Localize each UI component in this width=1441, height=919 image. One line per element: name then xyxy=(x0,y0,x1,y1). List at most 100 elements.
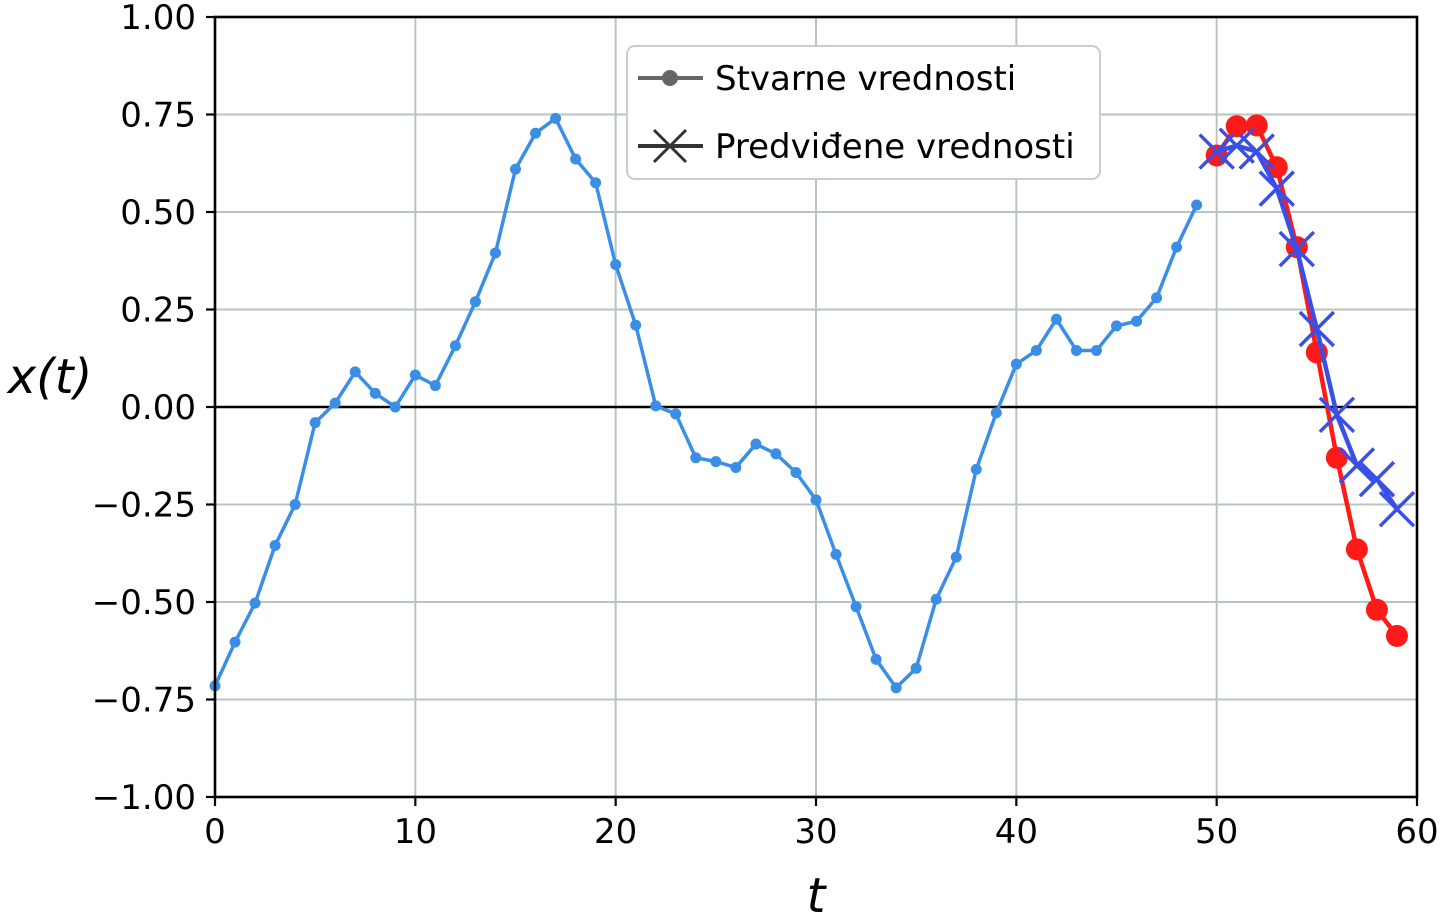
point-actual xyxy=(1365,598,1388,621)
point-history xyxy=(510,163,521,175)
point-actual xyxy=(1265,156,1288,179)
y-tick-label: −1.00 xyxy=(92,778,196,818)
point-forecast xyxy=(1218,127,1255,164)
legend-box xyxy=(626,45,1101,180)
x-tick-label: 60 xyxy=(1395,812,1438,852)
point-history xyxy=(990,407,1002,419)
legend-dot-marker xyxy=(662,70,678,86)
point-history xyxy=(870,653,882,665)
point-history xyxy=(950,551,962,563)
point-history xyxy=(690,452,702,464)
y-tick-label: 0.25 xyxy=(120,291,196,331)
legend-item-actual: Stvarne vrednosti xyxy=(638,59,1016,99)
point-history xyxy=(1191,199,1203,211)
x-tick-label: 50 xyxy=(1195,812,1238,852)
point-history xyxy=(469,296,481,308)
point-forecast xyxy=(1378,490,1416,528)
point-history xyxy=(1070,344,1082,356)
series-history xyxy=(209,112,1203,694)
point-history xyxy=(1030,344,1042,356)
point-history xyxy=(409,369,421,381)
point-forecast xyxy=(1238,133,1275,170)
point-history xyxy=(1151,292,1163,304)
point-history xyxy=(550,112,562,124)
point-history xyxy=(530,127,542,139)
series-line-actual xyxy=(1214,123,1399,638)
point-forecast xyxy=(1338,447,1376,484)
series-layer xyxy=(209,112,1416,694)
series-line-forecast xyxy=(1216,143,1399,511)
point-actual xyxy=(1345,538,1368,561)
point-history xyxy=(750,438,762,450)
y-tick-label: 0.50 xyxy=(120,193,196,233)
point-actual xyxy=(1325,446,1348,469)
point-history xyxy=(630,319,642,331)
series-actual xyxy=(1205,114,1408,647)
point-history xyxy=(710,456,722,468)
x-tick-label: 0 xyxy=(204,812,226,852)
y-tick-label: 1.00 xyxy=(120,0,196,38)
legend: Stvarne vrednosti Predviđene vrednosti xyxy=(626,45,1101,180)
point-history xyxy=(349,366,361,378)
point-forecast xyxy=(1298,310,1336,348)
legend-label-actual: Stvarne vrednosti xyxy=(715,59,1016,99)
point-forecast xyxy=(1358,460,1396,498)
point-history xyxy=(850,601,862,613)
legend-label-forecast: Predviđene vrednosti xyxy=(715,127,1075,167)
point-history xyxy=(670,408,682,420)
point-history xyxy=(289,499,301,510)
point-history xyxy=(1050,313,1062,325)
point-history xyxy=(730,461,742,473)
point-history xyxy=(489,247,501,259)
point-history xyxy=(570,153,582,165)
point-history xyxy=(610,259,622,271)
x-tick-label: 30 xyxy=(794,812,837,852)
point-actual xyxy=(1225,115,1248,138)
point-history xyxy=(890,682,902,694)
point-history xyxy=(249,597,261,609)
point-history xyxy=(1111,320,1122,332)
y-axis-label: x(t) xyxy=(6,349,93,405)
x-tick-label: 40 xyxy=(995,812,1038,852)
point-forecast xyxy=(1258,170,1296,207)
point-history xyxy=(429,380,441,392)
series-forecast xyxy=(1198,127,1416,528)
point-history xyxy=(1090,344,1102,356)
point-history xyxy=(910,662,922,674)
point-history xyxy=(650,400,662,412)
y-tick-label: −0.50 xyxy=(92,583,196,623)
point-history xyxy=(810,494,822,506)
point-history xyxy=(309,417,321,429)
legend-item-forecast: Predviđene vrednosti xyxy=(638,127,1075,167)
point-history xyxy=(229,636,241,648)
point-history xyxy=(389,401,401,413)
point-history xyxy=(329,397,341,409)
x-tick-label: 10 xyxy=(394,812,437,852)
y-tick-label: 0.75 xyxy=(120,96,196,136)
x-axis-label: t xyxy=(807,868,828,919)
point-forecast xyxy=(1198,133,1235,170)
point-history xyxy=(449,340,461,352)
tick-labels: 0 10 20 30 40 50 60 1.00 0.75 0.50 0.25 0.00 −0.25 −0… xyxy=(92,0,1439,852)
point-history xyxy=(1010,358,1022,370)
ticks xyxy=(206,15,1419,806)
point-history xyxy=(590,177,602,189)
point-history xyxy=(930,593,942,605)
point-history xyxy=(770,448,782,460)
point-forecast xyxy=(1318,396,1356,434)
point-history xyxy=(1171,241,1183,253)
point-history xyxy=(790,467,802,479)
point-history xyxy=(369,387,381,399)
point-history xyxy=(830,548,842,560)
point-actual xyxy=(1385,624,1408,647)
x-tick-label: 20 xyxy=(594,812,637,852)
y-tick-label: 0.00 xyxy=(120,388,196,428)
point-history xyxy=(269,539,281,551)
y-tick-label: −0.75 xyxy=(92,681,196,721)
point-history xyxy=(970,463,982,475)
point-history xyxy=(1131,315,1143,327)
point-forecast xyxy=(1278,230,1316,268)
y-tick-label: −0.25 xyxy=(92,486,196,526)
legend-x-marker xyxy=(652,128,688,164)
